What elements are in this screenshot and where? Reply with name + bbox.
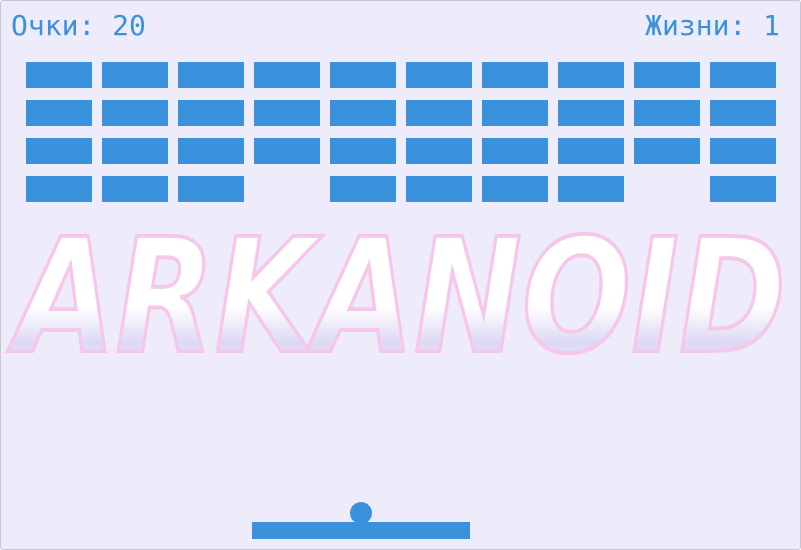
brick-r3-c1	[26, 138, 92, 164]
score-display: Очки: 20	[11, 9, 146, 42]
brick-r3-c10	[710, 138, 776, 164]
brick-r2-c3	[178, 100, 244, 126]
brick-r2-c9	[634, 100, 700, 126]
brick-r1-c7	[482, 62, 548, 88]
brick-r1-c1	[26, 62, 92, 88]
brick-r1-c6	[406, 62, 472, 88]
brick-r1-c9	[634, 62, 700, 88]
brick-r4-c6	[406, 176, 472, 202]
brick-r2-c4	[254, 100, 320, 126]
brick-r4-c3	[178, 176, 244, 202]
brick-r1-c2	[102, 62, 168, 88]
brick-r2-c6	[406, 100, 472, 126]
brick-r4-c1	[26, 176, 92, 202]
arkanoid-logo-watermark: ARKANOID	[5, 203, 788, 391]
brick-r3-c9	[634, 138, 700, 164]
ball	[350, 502, 372, 524]
brick-r4-c8	[558, 176, 624, 202]
brick-r2-c10	[710, 100, 776, 126]
brick-r3-c8	[558, 138, 624, 164]
brick-r3-c7	[482, 138, 548, 164]
brick-wall	[1, 1, 800, 251]
brick-r3-c4	[254, 138, 320, 164]
brick-r4-c10	[710, 176, 776, 202]
paddle[interactable]	[252, 522, 470, 539]
brick-r1-c3	[178, 62, 244, 88]
logo-text: ARKANOID	[7, 205, 786, 389]
brick-r3-c5	[330, 138, 396, 164]
brick-r1-c8	[558, 62, 624, 88]
brick-r2-c2	[102, 100, 168, 126]
brick-r1-c10	[710, 62, 776, 88]
brick-r2-c7	[482, 100, 548, 126]
lives-display: Жизни: 1	[645, 9, 780, 42]
brick-r4-c7	[482, 176, 548, 202]
brick-r4-c5	[330, 176, 396, 202]
brick-r2-c8	[558, 100, 624, 126]
brick-r3-c2	[102, 138, 168, 164]
brick-r3-c3	[178, 138, 244, 164]
brick-r3-c6	[406, 138, 472, 164]
brick-r2-c1	[26, 100, 92, 126]
brick-r4-c2	[102, 176, 168, 202]
brick-r1-c5	[330, 62, 396, 88]
brick-r1-c4	[254, 62, 320, 88]
brick-r2-c5	[330, 100, 396, 126]
